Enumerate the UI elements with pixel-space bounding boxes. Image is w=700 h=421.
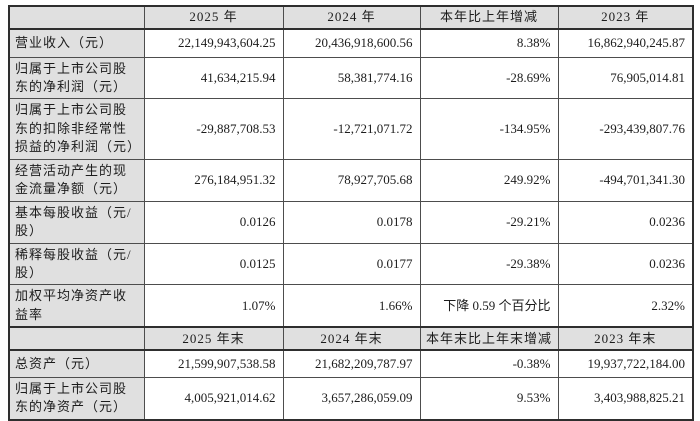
value-2025: 0.0125 bbox=[143, 242, 284, 286]
value-2024: 20,436,918,600.56 bbox=[282, 28, 421, 58]
header-cell-2023-eoy: 2023 年末 bbox=[557, 326, 694, 352]
value-2024: 1.66% bbox=[282, 284, 421, 328]
value-change: -29.38% bbox=[419, 242, 559, 286]
financial-summary: 2025 年 2024 年 本年比上年增减 2023 年 营业收入（元） 22,… bbox=[8, 5, 694, 421]
value-2023: 0.0236 bbox=[557, 200, 694, 244]
row-net-profit-excluding-nonrecurring: 归属于上市公司股东的扣除非经常性损益的净利润（元） -29,887,708.53… bbox=[8, 98, 694, 160]
value-2025: 22,149,943,604.25 bbox=[143, 28, 284, 58]
header-cell-2023: 2023 年 bbox=[557, 5, 694, 30]
row-label: 归属于上市公司股东的净利润（元） bbox=[8, 56, 145, 100]
value-2024: 0.0178 bbox=[282, 200, 421, 244]
value-2025: 41,634,215.94 bbox=[143, 56, 284, 100]
value-2023: 2.32% bbox=[557, 284, 694, 328]
header-cell-2024: 2024 年 bbox=[282, 5, 421, 30]
value-2024: 0.0177 bbox=[282, 242, 421, 286]
row-operating-revenue: 营业收入（元） 22,149,943,604.25 20,436,918,600… bbox=[8, 28, 694, 58]
header-cell-change: 本年比上年增减 bbox=[419, 5, 559, 30]
header-cell-2025-eoy: 2025 年末 bbox=[143, 326, 284, 352]
row-net-profit-attributable: 归属于上市公司股东的净利润（元） 41,634,215.94 58,381,77… bbox=[8, 56, 694, 100]
financial-summary-table: 2025 年 2024 年 本年比上年增减 2023 年 营业收入（元） 22,… bbox=[8, 5, 694, 421]
value-2025: -29,887,708.53 bbox=[143, 98, 284, 160]
value-2023: 3,403,988,825.21 bbox=[557, 376, 694, 421]
value-2023: -494,701,341.30 bbox=[557, 158, 694, 202]
row-label: 经营活动产生的现金流量净额（元） bbox=[8, 158, 145, 202]
value-change: -29.21% bbox=[419, 200, 559, 244]
value-2025: 21,599,907,538.58 bbox=[143, 349, 284, 378]
row-label: 营业收入（元） bbox=[8, 28, 145, 58]
value-2023: 0.0236 bbox=[557, 242, 694, 286]
value-2025: 1.07% bbox=[143, 284, 284, 328]
value-change: 249.92% bbox=[419, 158, 559, 202]
header-row-annual: 2025 年 2024 年 本年比上年增减 2023 年 bbox=[8, 5, 694, 30]
row-basic-eps: 基本每股收益（元/股） 0.0126 0.0178 -29.21% 0.0236 bbox=[8, 200, 694, 244]
header-cell-2024-eoy: 2024 年末 bbox=[282, 326, 421, 352]
header-cell-change-eoy: 本年末比上年末增减 bbox=[419, 326, 559, 352]
value-2023: -293,439,807.76 bbox=[557, 98, 694, 160]
header-cell-empty bbox=[8, 5, 145, 30]
value-change: -28.69% bbox=[419, 56, 559, 100]
value-2023: 76,905,014.81 bbox=[557, 56, 694, 100]
value-2023: 16,862,940,245.87 bbox=[557, 28, 694, 58]
value-2024: -12,721,071.72 bbox=[282, 98, 421, 160]
row-label: 稀释每股收益（元/股） bbox=[8, 242, 145, 286]
row-label: 归属于上市公司股东的净资产（元） bbox=[8, 376, 145, 421]
row-diluted-eps: 稀释每股收益（元/股） 0.0125 0.0177 -29.38% 0.0236 bbox=[8, 242, 694, 286]
row-label: 归属于上市公司股东的扣除非经常性损益的净利润（元） bbox=[8, 98, 145, 160]
header-row-end-of-year: 2025 年末 2024 年末 本年末比上年末增减 2023 年末 bbox=[8, 326, 694, 352]
row-total-assets: 总资产（元） 21,599,907,538.58 21,682,209,787.… bbox=[8, 349, 694, 378]
value-change: -0.38% bbox=[419, 349, 559, 378]
row-label: 基本每股收益（元/股） bbox=[8, 200, 145, 244]
header-cell-2025: 2025 年 bbox=[143, 5, 284, 30]
row-operating-cash-flow: 经营活动产生的现金流量净额（元） 276,184,951.32 78,927,7… bbox=[8, 158, 694, 202]
value-change: 下降 0.59 个百分比 bbox=[419, 284, 559, 328]
value-2024: 58,381,774.16 bbox=[282, 56, 421, 100]
row-label: 加权平均净资产收益率 bbox=[8, 284, 145, 328]
header-cell-empty bbox=[8, 326, 145, 352]
value-2024: 78,927,705.68 bbox=[282, 158, 421, 202]
value-2025: 0.0126 bbox=[143, 200, 284, 244]
value-2024: 3,657,286,059.09 bbox=[282, 376, 421, 421]
row-weighted-average-roe: 加权平均净资产收益率 1.07% 1.66% 下降 0.59 个百分比 2.32… bbox=[8, 284, 694, 328]
value-2025: 4,005,921,014.62 bbox=[143, 376, 284, 421]
value-2023: 19,937,722,184.00 bbox=[557, 349, 694, 378]
value-2024: 21,682,209,787.97 bbox=[282, 349, 421, 378]
value-change: 8.38% bbox=[419, 28, 559, 58]
value-change: 9.53% bbox=[419, 376, 559, 421]
value-2025: 276,184,951.32 bbox=[143, 158, 284, 202]
row-net-assets-attributable: 归属于上市公司股东的净资产（元） 4,005,921,014.62 3,657,… bbox=[8, 376, 694, 421]
value-change: -134.95% bbox=[419, 98, 559, 160]
row-label: 总资产（元） bbox=[8, 349, 145, 378]
